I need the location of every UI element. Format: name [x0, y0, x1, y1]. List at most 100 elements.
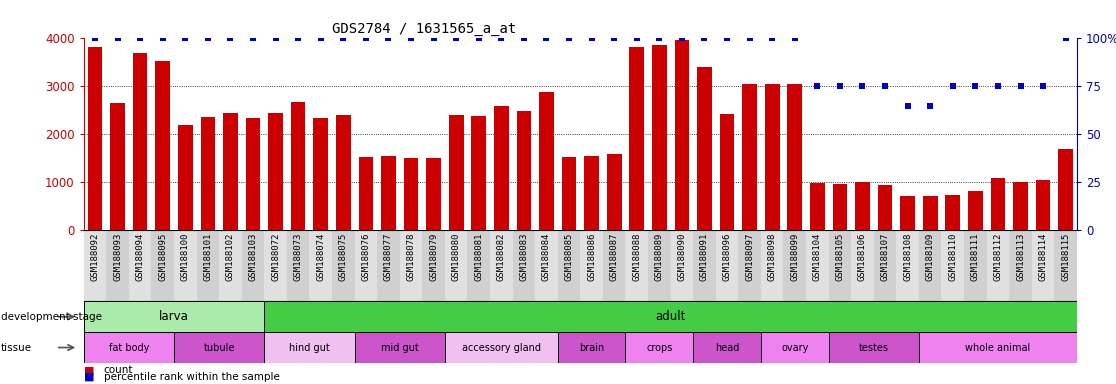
Bar	[918, 332, 1077, 363]
Bar	[155, 61, 170, 230]
Point	[628, 35, 646, 41]
Text: GSM188095: GSM188095	[158, 233, 167, 281]
Text: GSM188076: GSM188076	[362, 233, 371, 281]
Text: GSM188087: GSM188087	[609, 233, 618, 281]
Text: tubule: tubule	[203, 343, 234, 353]
Text: GSM188105: GSM188105	[836, 233, 845, 281]
Bar	[855, 182, 869, 230]
Bar	[291, 102, 306, 230]
Text: ovary: ovary	[781, 343, 808, 353]
Text: GSM188091: GSM188091	[700, 233, 709, 281]
Text: ■: ■	[84, 365, 94, 375]
Bar	[918, 230, 942, 301]
Text: GSM188097: GSM188097	[745, 233, 754, 281]
Point	[335, 35, 353, 41]
Point	[560, 35, 578, 41]
Point	[922, 103, 940, 109]
Point	[470, 35, 488, 41]
Bar	[783, 230, 806, 301]
Point	[199, 35, 217, 41]
Bar	[309, 230, 333, 301]
Text: GSM188100: GSM188100	[181, 233, 190, 281]
Point	[176, 35, 194, 41]
Point	[86, 35, 104, 41]
Bar	[923, 196, 937, 230]
Text: GSM188092: GSM188092	[90, 233, 99, 281]
Point	[831, 83, 849, 89]
Bar	[133, 53, 147, 230]
Point	[244, 35, 262, 41]
Text: GSM188073: GSM188073	[294, 233, 302, 281]
Point	[695, 35, 713, 41]
Bar	[580, 230, 603, 301]
Text: GSM188088: GSM188088	[633, 233, 642, 281]
Text: count: count	[104, 365, 133, 375]
Point	[718, 35, 735, 41]
Bar	[558, 230, 580, 301]
Text: whole animal: whole animal	[965, 343, 1030, 353]
Point	[514, 35, 532, 41]
Text: tissue: tissue	[1, 343, 32, 353]
Text: GSM188099: GSM188099	[790, 233, 799, 281]
Bar	[84, 230, 106, 301]
Text: GSM188111: GSM188111	[971, 233, 980, 281]
Text: accessory gland: accessory gland	[462, 343, 541, 353]
Point	[492, 35, 510, 41]
Bar	[607, 154, 622, 230]
Text: GSM188093: GSM188093	[113, 233, 122, 281]
Bar	[833, 184, 847, 230]
Bar	[314, 118, 328, 230]
Bar	[426, 158, 441, 230]
Bar	[152, 230, 174, 301]
Bar	[942, 230, 964, 301]
Bar	[987, 230, 1009, 301]
Bar	[558, 332, 625, 363]
Point	[425, 35, 443, 41]
Bar	[517, 111, 531, 230]
Text: GSM188090: GSM188090	[677, 233, 686, 281]
Bar	[196, 230, 219, 301]
Text: GSM188106: GSM188106	[858, 233, 867, 281]
Bar	[128, 230, 152, 301]
Bar	[268, 113, 283, 230]
Bar	[629, 47, 644, 230]
Text: GSM188084: GSM188084	[542, 233, 551, 281]
Text: GSM188083: GSM188083	[519, 233, 528, 281]
Bar	[603, 230, 625, 301]
Bar	[585, 156, 599, 230]
Text: GSM188085: GSM188085	[565, 233, 574, 281]
Point	[108, 35, 126, 41]
Text: ■: ■	[84, 372, 94, 382]
Bar	[84, 301, 264, 332]
Bar	[377, 230, 400, 301]
Text: adult: adult	[655, 310, 686, 323]
Bar	[810, 183, 825, 230]
Point	[1035, 83, 1052, 89]
Bar	[806, 230, 828, 301]
Point	[379, 35, 397, 41]
Point	[989, 83, 1007, 89]
Point	[1011, 83, 1029, 89]
Bar	[896, 230, 918, 301]
Bar	[264, 230, 287, 301]
Text: fat body: fat body	[108, 343, 150, 353]
Bar	[422, 230, 445, 301]
Bar	[1058, 149, 1072, 230]
Point	[583, 35, 600, 41]
Text: GSM188096: GSM188096	[722, 233, 732, 281]
Text: GSM188079: GSM188079	[429, 233, 439, 281]
Point	[605, 35, 623, 41]
Bar	[110, 103, 125, 230]
Text: development stage: development stage	[1, 312, 103, 322]
Text: GDS2784 / 1631565_a_at: GDS2784 / 1631565_a_at	[333, 22, 517, 36]
Bar	[174, 332, 264, 363]
Bar	[219, 230, 242, 301]
Point	[741, 35, 759, 41]
Bar	[1036, 180, 1050, 230]
Bar	[494, 106, 509, 230]
Bar	[991, 177, 1006, 230]
Bar	[1009, 230, 1032, 301]
Bar	[512, 230, 536, 301]
Text: larva: larva	[160, 310, 189, 323]
Bar	[88, 47, 103, 230]
